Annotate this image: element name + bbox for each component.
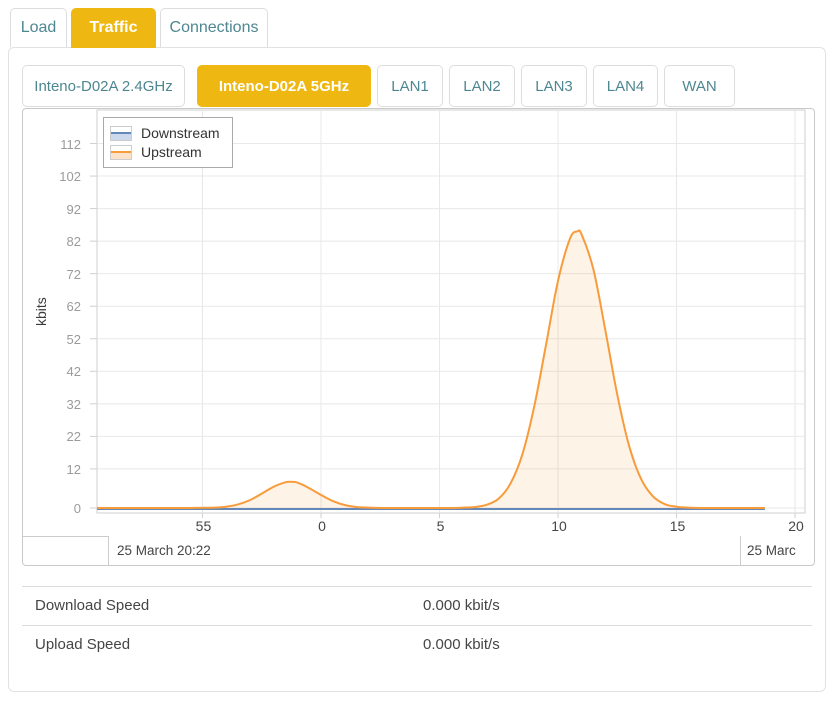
chart-legend: Downstream Upstream — [103, 117, 233, 168]
interface-tab-bar: Inteno-D02A 2.4GHz Inteno-D02A 5GHz LAN1… — [22, 65, 735, 107]
subtab-label: LAN4 — [606, 77, 645, 95]
y-tick-label: 62 — [66, 299, 81, 315]
subtab-wan[interactable]: WAN — [664, 65, 735, 107]
y-tick-label: 52 — [66, 331, 81, 347]
top-tab-bar: Load Traffic Connections — [10, 8, 268, 48]
y-tick-label: 32 — [66, 396, 81, 412]
y-tick-label: 112 — [60, 136, 81, 152]
y-tick-label: 0 — [73, 500, 81, 516]
subtab-label: LAN2 — [463, 77, 501, 95]
x-tick-label: 0 — [318, 518, 326, 534]
y-tick-label: 12 — [66, 461, 81, 477]
speed-table: Download Speed 0.000 kbit/s Upload Speed… — [22, 586, 812, 664]
tab-connections[interactable]: Connections — [160, 8, 268, 47]
tab-load[interactable]: Load — [10, 8, 67, 47]
y-tick-label: 82 — [66, 234, 81, 250]
x-tick-label: 5 — [436, 518, 445, 534]
subtab-lan3[interactable]: LAN3 — [521, 65, 587, 107]
y-tick-label: 102 — [59, 169, 81, 185]
x-tick-label: 15 — [669, 518, 686, 534]
y-tick-label: 72 — [66, 266, 81, 282]
upstream-swatch-icon — [110, 144, 132, 160]
downstream-swatch-icon — [110, 125, 132, 141]
legend-label: Upstream — [141, 144, 202, 160]
subtab-inteno-d02a-2-4ghz[interactable]: Inteno-D02A 2.4GHz — [22, 65, 185, 107]
y-tick-label: 92 — [66, 201, 81, 217]
tab-traffic[interactable]: Traffic — [71, 8, 156, 48]
x-tick-label: 55 — [195, 518, 212, 534]
legend-label: Downstream — [141, 125, 220, 141]
tab-connections-label: Connections — [169, 19, 259, 36]
download-speed-label: Download Speed — [35, 597, 150, 614]
subtab-lan1[interactable]: LAN1 — [377, 65, 443, 107]
table-row-upload-speed: Upload Speed 0.000 kbit/s — [22, 625, 812, 664]
legend-entry-upstream: Upstream — [110, 144, 220, 160]
y-tick-label: 42 — [66, 364, 81, 380]
subtab-label: LAN3 — [535, 77, 573, 95]
subtab-label: WAN — [682, 77, 717, 95]
traffic-chart-plot[interactable] — [23, 109, 814, 565]
x-tick-label: 10 — [551, 518, 567, 534]
subtab-label: LAN1 — [391, 77, 429, 95]
legend-entry-downstream: Downstream — [110, 125, 220, 141]
upload-speed-value: 0.000 kbit/s — [423, 636, 500, 653]
subtab-label: Inteno-D02A 2.4GHz — [34, 77, 173, 95]
date-strip-divider — [23, 536, 108, 537]
date-label-end: 25 Marc — [740, 536, 814, 565]
tab-load-label: Load — [20, 19, 57, 36]
traffic-chart: kbits 0 12 22 32 42 52 62 72 82 92 102 112 55 0 5 10 15 2… — [22, 108, 815, 566]
upload-speed-label: Upload Speed — [35, 636, 131, 653]
table-row-download-speed: Download Speed 0.000 kbit/s — [22, 586, 812, 625]
subtab-lan4[interactable]: LAN4 — [593, 65, 658, 107]
tab-traffic-label: Traffic — [89, 19, 138, 36]
y-tick-label: 22 — [66, 429, 81, 445]
download-speed-value: 0.000 kbit/s — [423, 597, 500, 614]
x-tick-label: 20 — [788, 518, 804, 534]
subtab-lan2[interactable]: LAN2 — [449, 65, 515, 107]
date-label-start: 25 March 20:22 — [108, 536, 740, 565]
subtab-label: Inteno-D02A 5GHz — [218, 77, 350, 95]
subtab-inteno-d02a-5ghz[interactable]: Inteno-D02A 5GHz — [197, 65, 371, 107]
